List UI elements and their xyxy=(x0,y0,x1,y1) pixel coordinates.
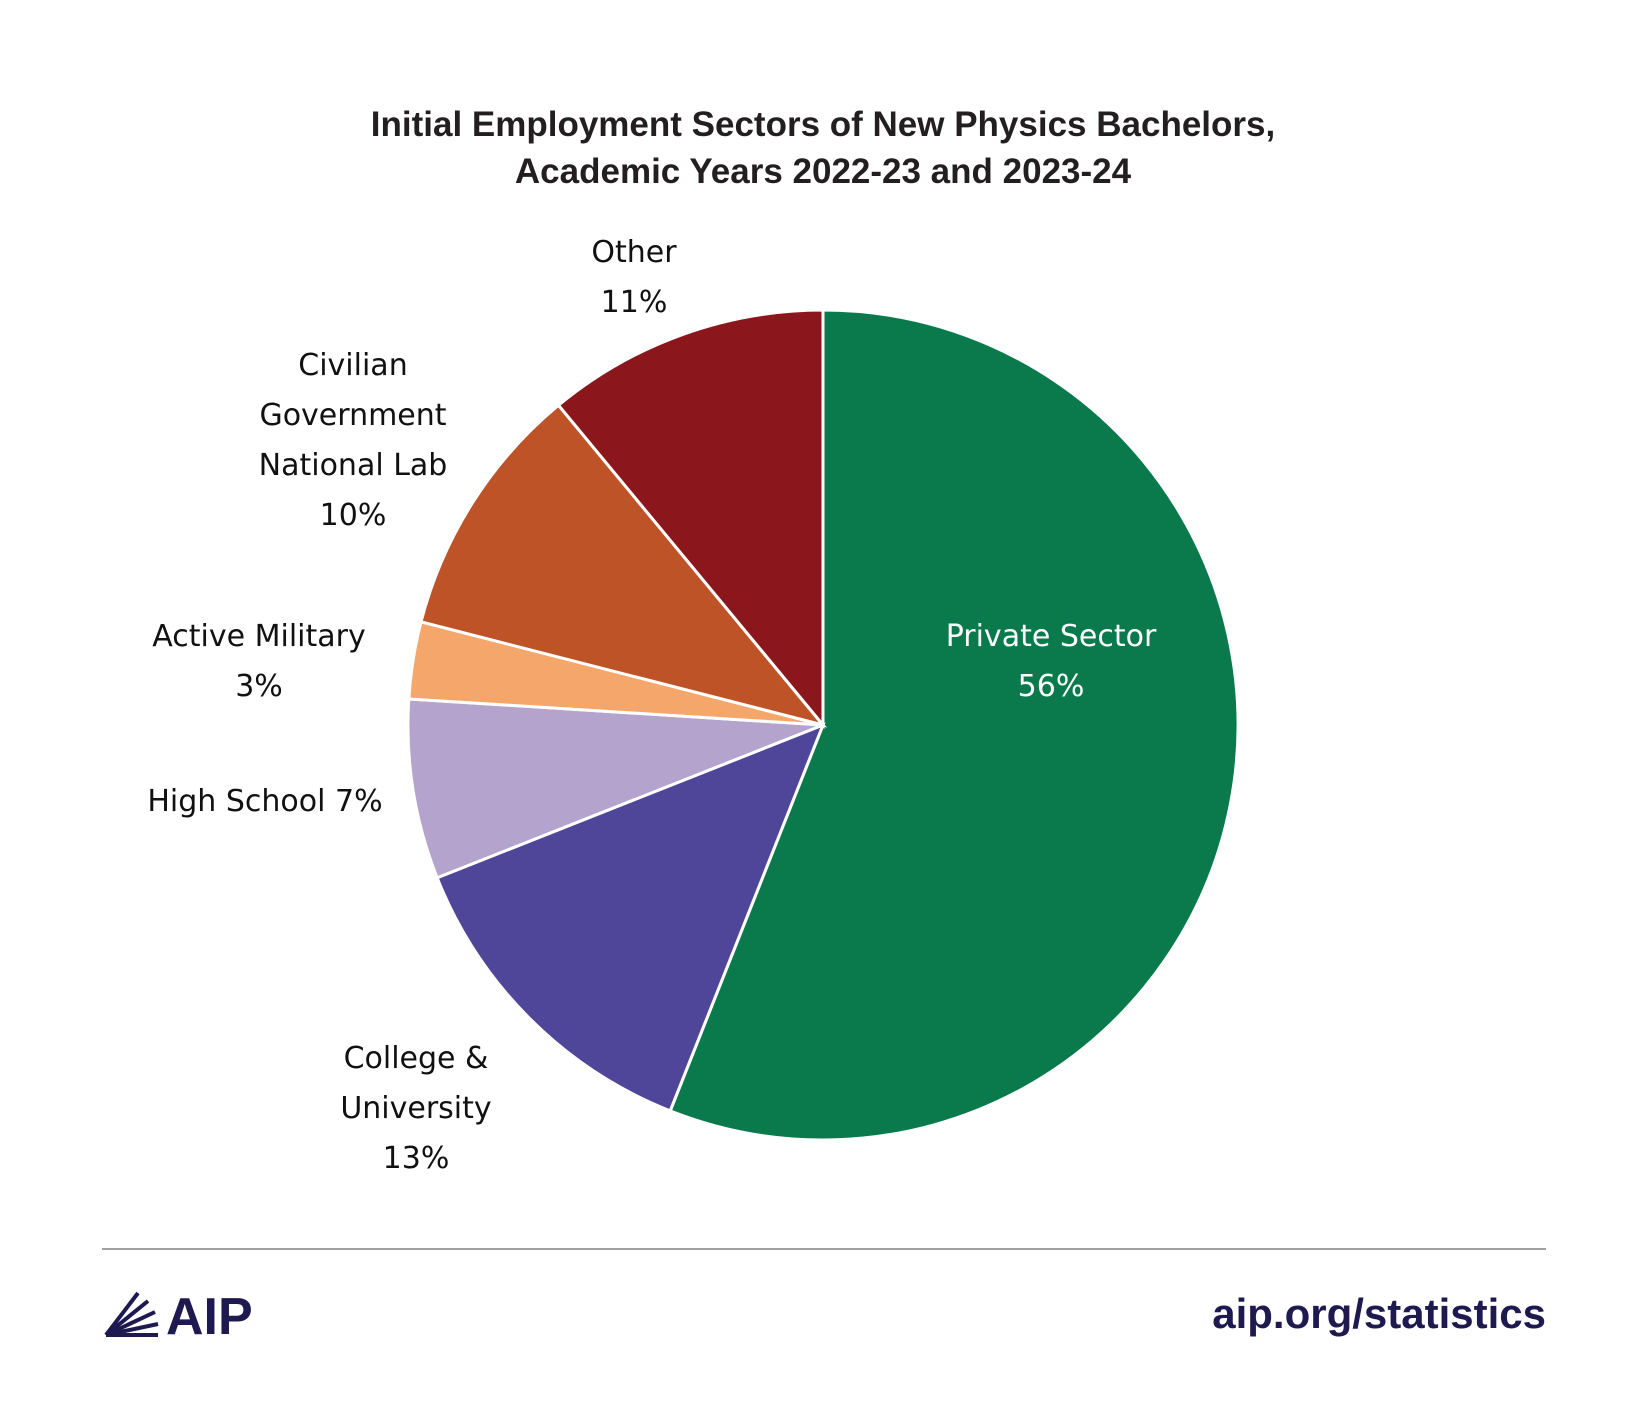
value-label: 11% xyxy=(600,285,668,320)
slice-label: High School 7% xyxy=(105,777,425,827)
value-label: 13% xyxy=(382,1141,450,1176)
value-label: 56% xyxy=(1017,669,1085,704)
pie-slice xyxy=(668,308,1240,1142)
value-label: 3% xyxy=(235,669,283,704)
chart-title: Academic Years 2022-23 and 2023-24 xyxy=(515,152,1132,191)
pie-slice xyxy=(435,722,826,1113)
pie-slice xyxy=(419,403,828,728)
slice-label: Private Sector 56% xyxy=(901,612,1201,712)
category-label: Civilian Government National Lab xyxy=(258,348,448,483)
pie xyxy=(406,308,1240,1142)
category-label: College & University xyxy=(340,1041,492,1126)
slice-label: Other 11% xyxy=(534,228,734,328)
category-label: High School xyxy=(147,784,326,819)
logo-icon xyxy=(104,1291,159,1337)
pie-slice xyxy=(556,308,825,730)
chart-title: Initial Employment Sectors of New Physic… xyxy=(371,105,1275,144)
pie-slice xyxy=(406,697,824,880)
value-label: 7% xyxy=(335,784,383,819)
slice-label: Active Military 3% xyxy=(114,612,404,712)
category-label: Other xyxy=(591,235,677,270)
category-label: Active Military xyxy=(152,619,366,654)
logo-text: AIP xyxy=(166,1288,253,1346)
slice-label: Civilian Government National Lab 10% xyxy=(233,341,473,541)
value-label: 10% xyxy=(319,498,387,533)
category-label: Private Sector xyxy=(945,619,1157,654)
footer-url: aip.org/statistics xyxy=(1212,1290,1546,1337)
slice-label: College & University 13% xyxy=(316,1034,516,1184)
